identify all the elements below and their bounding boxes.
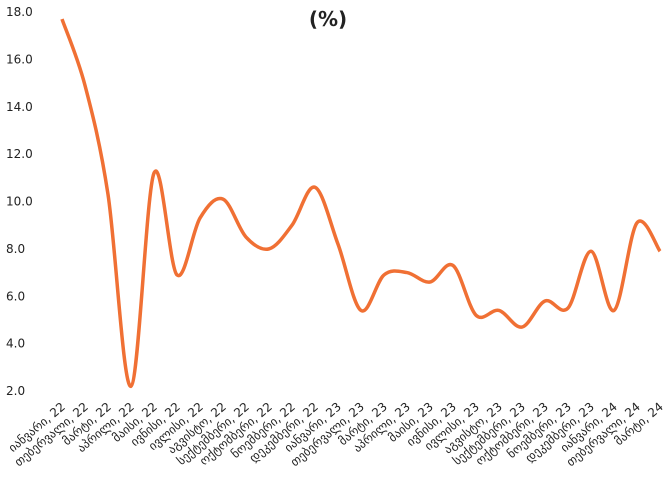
line xyxy=(60,18,662,389)
y-tick-label: 6.0 xyxy=(6,289,25,303)
y-tick-label: 2.0 xyxy=(6,384,25,398)
y-tick-label: 18.0 xyxy=(6,5,33,19)
y-tick-label: 16.0 xyxy=(6,52,33,66)
y-tick-label: 4.0 xyxy=(6,337,25,351)
y-tick-label: 8.0 xyxy=(6,242,25,256)
y-tick-label: 12.0 xyxy=(6,147,33,161)
chart-title: (%) xyxy=(309,7,347,31)
y-tick-label: 14.0 xyxy=(6,100,33,114)
y-tick-label: 10.0 xyxy=(6,195,33,209)
